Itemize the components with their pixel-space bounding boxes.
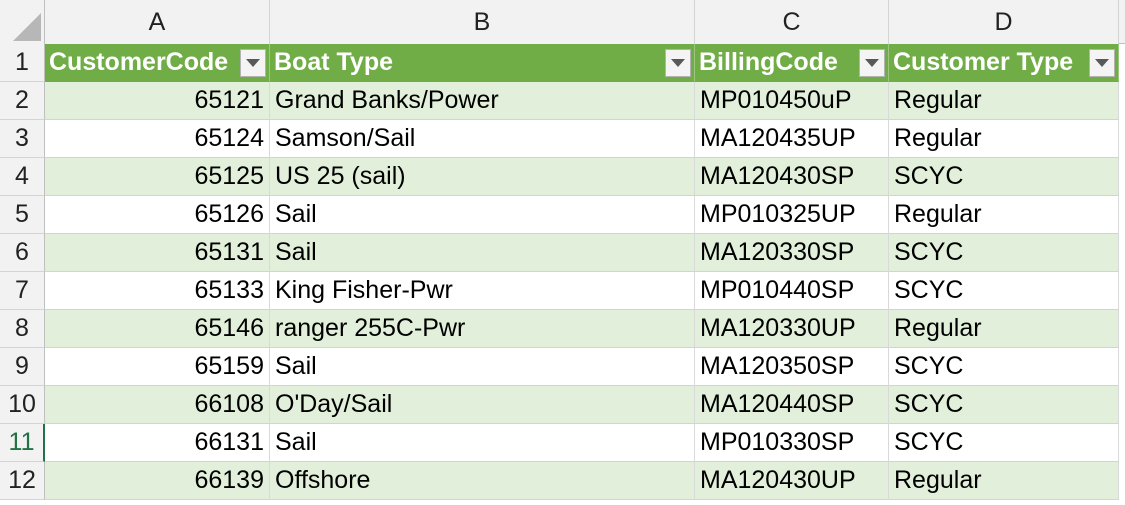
filter-dropdown-button[interactable] <box>1089 48 1115 77</box>
column-header-row: A B C D <box>0 0 1125 44</box>
row-header[interactable]: 3 <box>0 120 45 158</box>
cell-boat-type[interactable]: Sail <box>270 424 695 462</box>
cell-customer-type[interactable]: SCYC <box>889 158 1119 196</box>
cell-billingcode[interactable]: MA120435UP <box>695 120 889 158</box>
header-cell-customercode[interactable]: CustomerCode <box>45 44 270 82</box>
filter-dropdown-button[interactable] <box>859 48 885 77</box>
filter-dropdown-icon <box>246 58 260 67</box>
cell-customercode[interactable]: 65125 <box>45 158 270 196</box>
row-header[interactable]: 4 <box>0 158 45 196</box>
cell-customer-type[interactable]: SCYC <box>889 386 1119 424</box>
filter-dropdown-button[interactable] <box>665 48 691 77</box>
cell-billingcode[interactable]: MP010440SP <box>695 272 889 310</box>
cell-billingcode[interactable]: MA120440SP <box>695 386 889 424</box>
cell-customer-type[interactable]: Regular <box>889 310 1119 348</box>
cell-billingcode[interactable]: MA120430UP <box>695 462 889 500</box>
cell-boat-type[interactable]: O'Day/Sail <box>270 386 695 424</box>
row-header[interactable]: 10 <box>0 386 45 424</box>
cell-customer-type[interactable]: Regular <box>889 82 1119 120</box>
filter-dropdown-icon <box>671 58 685 67</box>
table-row: 3 65124 Samson/Sail MA120435UP Regular <box>0 120 1125 158</box>
table-row: 8 65146 ranger 255C-Pwr MA120330UP Regul… <box>0 310 1125 348</box>
cell-customercode[interactable]: 66139 <box>45 462 270 500</box>
cell-customer-type[interactable]: Regular <box>889 462 1119 500</box>
cell-billingcode[interactable]: MA120330SP <box>695 234 889 272</box>
cell-customercode[interactable]: 65159 <box>45 348 270 386</box>
filter-dropdown-icon <box>865 58 879 67</box>
row-header-active[interactable]: 11 <box>0 424 45 462</box>
header-cell-billingcode[interactable]: BillingCode <box>695 44 889 82</box>
cell-billingcode[interactable]: MA120330UP <box>695 310 889 348</box>
row-header[interactable]: 12 <box>0 462 45 500</box>
select-all-button[interactable] <box>0 0 45 44</box>
cell-customer-type[interactable]: SCYC <box>889 234 1119 272</box>
cell-billingcode[interactable]: MP010325UP <box>695 196 889 234</box>
cell-customer-type[interactable]: Regular <box>889 196 1119 234</box>
table-row: 2 65121 Grand Banks/Power MP010450uP Reg… <box>0 82 1125 120</box>
cell-customercode[interactable]: 65131 <box>45 234 270 272</box>
row-header[interactable]: 9 <box>0 348 45 386</box>
cell-customercode[interactable]: 65146 <box>45 310 270 348</box>
cell-customercode[interactable]: 65133 <box>45 272 270 310</box>
cell-customer-type[interactable]: SCYC <box>889 424 1119 462</box>
header-label: BillingCode <box>699 48 838 76</box>
table-row: 7 65133 King Fisher-Pwr MP010440SP SCYC <box>0 272 1125 310</box>
table-row: 6 65131 Sail MA120330SP SCYC <box>0 234 1125 272</box>
table-header-row: 1 CustomerCode Boat Type BillingCode Cus… <box>0 44 1125 82</box>
cell-boat-type[interactable]: Samson/Sail <box>270 120 695 158</box>
table-row: 11 66131 Sail MP010330SP SCYC <box>0 424 1125 462</box>
cell-customer-type[interactable]: Regular <box>889 120 1119 158</box>
cell-boat-type[interactable]: King Fisher-Pwr <box>270 272 695 310</box>
cell-customercode[interactable]: 65121 <box>45 82 270 120</box>
cell-customer-type[interactable]: SCYC <box>889 272 1119 310</box>
cell-boat-type[interactable]: Offshore <box>270 462 695 500</box>
cell-customercode[interactable]: 66131 <box>45 424 270 462</box>
filter-dropdown-button[interactable] <box>240 48 266 77</box>
row-header[interactable]: 2 <box>0 82 45 120</box>
row-header[interactable]: 6 <box>0 234 45 272</box>
cell-customercode[interactable]: 66108 <box>45 386 270 424</box>
cell-billingcode[interactable]: MA120430SP <box>695 158 889 196</box>
cell-customer-type[interactable]: SCYC <box>889 348 1119 386</box>
row-header[interactable]: 1 <box>0 44 45 82</box>
cell-boat-type[interactable]: Sail <box>270 234 695 272</box>
cell-boat-type[interactable]: Grand Banks/Power <box>270 82 695 120</box>
table-row: 9 65159 Sail MA120350SP SCYC <box>0 348 1125 386</box>
filter-dropdown-icon <box>1095 58 1109 67</box>
table-row: 12 66139 Offshore MA120430UP Regular <box>0 462 1125 500</box>
cell-customercode[interactable]: 65126 <box>45 196 270 234</box>
table-row: 10 66108 O'Day/Sail MA120440SP SCYC <box>0 386 1125 424</box>
select-all-triangle-icon <box>13 13 41 41</box>
row-header[interactable]: 5 <box>0 196 45 234</box>
row-header[interactable]: 7 <box>0 272 45 310</box>
table-row: 5 65126 Sail MP010325UP Regular <box>0 196 1125 234</box>
header-label: Boat Type <box>274 48 393 76</box>
column-header-c[interactable]: C <box>695 0 889 44</box>
cell-boat-type[interactable]: Sail <box>270 196 695 234</box>
cell-boat-type[interactable]: ranger 255C-Pwr <box>270 310 695 348</box>
cell-boat-type[interactable]: US 25 (sail) <box>270 158 695 196</box>
row-header[interactable]: 8 <box>0 310 45 348</box>
table-row: 4 65125 US 25 (sail) MA120430SP SCYC <box>0 158 1125 196</box>
cell-billingcode[interactable]: MP010450uP <box>695 82 889 120</box>
cell-customercode[interactable]: 65124 <box>45 120 270 158</box>
cell-billingcode[interactable]: MP010330SP <box>695 424 889 462</box>
column-header-a[interactable]: A <box>45 0 270 44</box>
header-label: CustomerCode <box>49 48 229 76</box>
cell-billingcode[interactable]: MA120350SP <box>695 348 889 386</box>
column-header-d[interactable]: D <box>889 0 1119 44</box>
cell-boat-type[interactable]: Sail <box>270 348 695 386</box>
header-cell-boat-type[interactable]: Boat Type <box>270 44 695 82</box>
header-label: Customer Type <box>893 48 1074 76</box>
column-header-b[interactable]: B <box>270 0 695 44</box>
header-cell-customer-type[interactable]: Customer Type <box>889 44 1119 82</box>
